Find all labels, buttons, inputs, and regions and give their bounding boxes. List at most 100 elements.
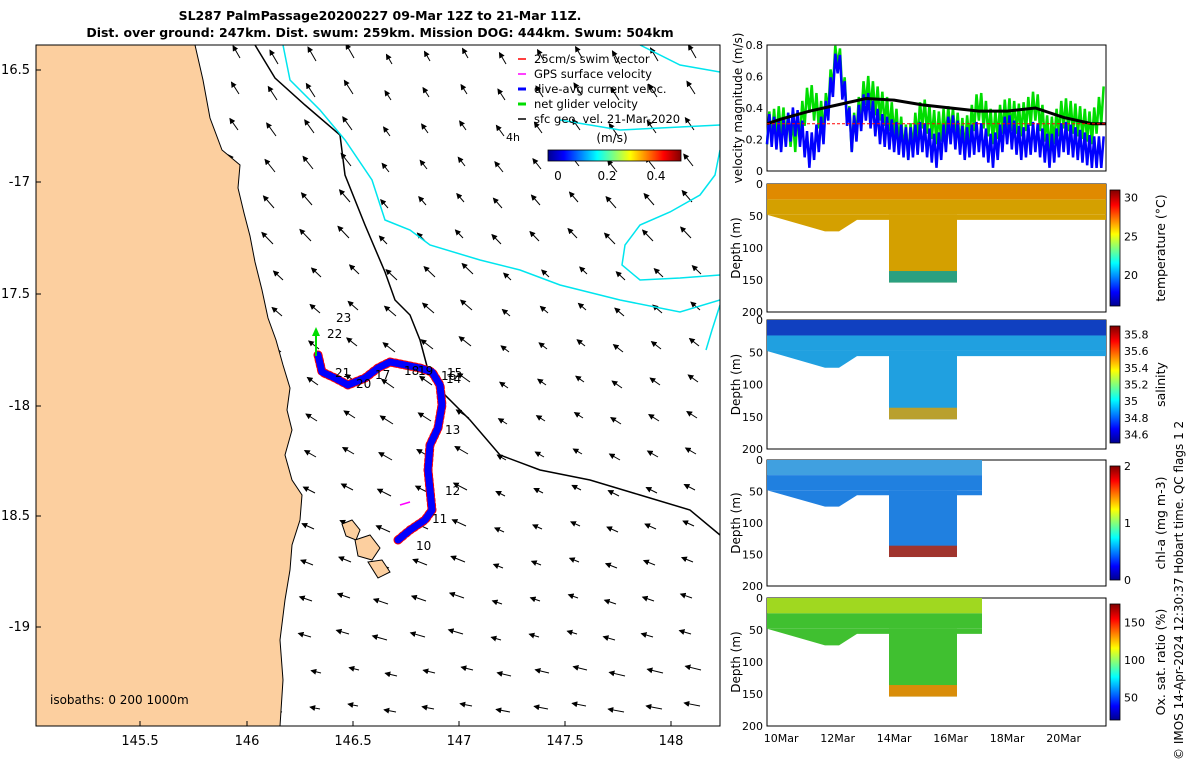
map-lon-tick: 146 xyxy=(235,734,260,749)
legend-label: dive-avg current veloc. xyxy=(534,82,667,96)
geo-velocity-arrow xyxy=(459,299,473,311)
colorbar-tick: 35.4 xyxy=(1124,362,1149,375)
map-lon-tick: 147.5 xyxy=(546,734,583,749)
geo-velocity-arrow xyxy=(341,446,355,455)
geo-velocity-arrow xyxy=(533,487,544,494)
depth-ylabel: Depth (m) xyxy=(729,492,743,553)
geo-velocity-arrow xyxy=(299,228,312,242)
geo-velocity-arrow xyxy=(606,526,619,533)
geo-velocity-arrow xyxy=(684,447,697,455)
geo-velocity-arrow xyxy=(653,268,664,278)
geo-velocity-arrow xyxy=(494,161,504,173)
geo-velocity-arrow xyxy=(603,232,616,245)
geo-velocity-arrow xyxy=(493,527,505,533)
geo-velocity-arrow xyxy=(458,336,472,347)
geo-velocity-arrow xyxy=(573,412,584,419)
colorbar-label: temperature (°C) xyxy=(1153,194,1168,301)
geo-velocity-arrow xyxy=(302,155,314,170)
geo-velocity-arrow xyxy=(530,194,541,206)
geo-velocity-arrow xyxy=(456,372,471,383)
velocity-y-tick: 0.6 xyxy=(746,71,764,84)
geo-velocity-arrow xyxy=(534,451,545,458)
date-tick: 18Mar xyxy=(990,732,1025,745)
geo-velocity-arrow xyxy=(683,153,694,167)
geo-velocity-arrow xyxy=(579,266,588,275)
map-lat-tick: -18 xyxy=(9,399,30,414)
map-frame xyxy=(35,44,721,727)
velocity-series-line xyxy=(766,97,1106,126)
geo-velocity-arrow xyxy=(568,191,579,203)
geo-velocity-arrow xyxy=(347,300,359,311)
geo-velocity-arrow xyxy=(343,79,354,95)
heatmap-colorbar xyxy=(1109,603,1121,721)
geo-velocity-arrow xyxy=(612,344,624,353)
map-lon-tick: 145.5 xyxy=(121,734,158,749)
four-hour-label: 4h xyxy=(506,131,520,144)
geo-velocity-arrow xyxy=(534,667,550,674)
colorbar-tick: 35 xyxy=(1124,395,1138,408)
geo-velocity-arrow xyxy=(447,628,464,635)
geo-velocity-arrow xyxy=(648,83,658,98)
geo-velocity-arrow xyxy=(422,668,436,675)
colorbar-tick: 30 xyxy=(1124,192,1138,205)
colorbar-tick: 35.8 xyxy=(1124,328,1149,341)
geo-velocity-arrow xyxy=(307,46,317,62)
geo-velocity-arrow xyxy=(266,122,277,137)
geo-velocity-arrow xyxy=(297,631,312,638)
legend-label: 25cm/s swim vector xyxy=(534,52,650,66)
geo-velocity-arrow xyxy=(499,381,509,389)
day-label: 20 xyxy=(356,377,371,391)
geo-velocity-arrow xyxy=(299,559,314,566)
geo-velocity-arrow xyxy=(532,158,542,170)
geo-velocity-arrow xyxy=(535,85,544,98)
geo-velocity-arrow xyxy=(607,490,620,497)
map-lat-tick: 16.5 xyxy=(1,63,30,78)
heatmap-surface-layer xyxy=(767,184,1106,200)
geo-velocity-arrow xyxy=(380,378,395,389)
geo-velocity-arrow xyxy=(614,307,625,317)
geo-velocity-arrow xyxy=(567,227,578,239)
colorbar-unit: (m/s) xyxy=(596,131,627,145)
gps-velocity-vector xyxy=(399,501,411,506)
depth-tick: 50 xyxy=(749,210,763,223)
depth-tick: 100 xyxy=(742,379,763,392)
colorbar-label: Ox. sat. ratio (%) xyxy=(1153,609,1168,716)
geo-velocity-arrow xyxy=(347,702,359,708)
geo-velocity-arrow xyxy=(495,491,506,497)
colorbar-label: salinity xyxy=(1153,361,1168,406)
day-label: 17 xyxy=(375,368,390,382)
geo-velocity-arrow xyxy=(462,47,469,59)
map-lon-tick: 146.5 xyxy=(334,734,371,749)
geo-velocity-arrow xyxy=(385,53,393,65)
legend-label: net glider velocity xyxy=(534,97,638,111)
geo-velocity-arrow xyxy=(378,452,393,461)
heatmap-colorbar xyxy=(1109,325,1121,444)
geo-velocity-arrow xyxy=(492,563,504,569)
geo-velocity-arrow xyxy=(454,445,469,455)
geo-velocity-arrow xyxy=(305,413,318,422)
geo-velocity-arrow xyxy=(380,198,389,209)
depth-tick: 200 xyxy=(742,443,763,456)
heatmap-shelf-section xyxy=(767,350,1106,368)
heatmap-panel: 0 50 100 150 200 Depth (m) 34.6 34.8 35 35.2 35.4 3… xyxy=(729,314,1168,456)
geo-velocity-arrow xyxy=(682,520,695,527)
geo-velocity-arrow xyxy=(229,117,239,131)
date-tick: 12Mar xyxy=(820,732,855,745)
colorbar-tick: 25 xyxy=(1124,230,1138,243)
geo-velocity-arrow xyxy=(303,450,317,458)
day-label: 11 xyxy=(432,512,447,526)
geo-velocity-arrow xyxy=(680,556,694,563)
isobath-200m xyxy=(559,119,720,131)
geo-velocity-arrow xyxy=(571,701,587,708)
geo-velocity-arrow xyxy=(348,665,360,672)
geo-velocity-arrow xyxy=(607,707,625,713)
map-lat-tick: 17.5 xyxy=(1,287,30,302)
geo-velocity-arrow xyxy=(452,482,468,491)
geo-velocity-arrow xyxy=(457,156,466,167)
geo-velocity-arrow xyxy=(535,415,546,422)
geo-velocity-arrow xyxy=(531,524,543,530)
geo-velocity-arrow xyxy=(572,664,588,671)
geo-velocity-arrow xyxy=(298,595,313,602)
legend-label: GPS surface velocity xyxy=(534,67,652,81)
geo-velocity-arrow xyxy=(385,269,398,281)
